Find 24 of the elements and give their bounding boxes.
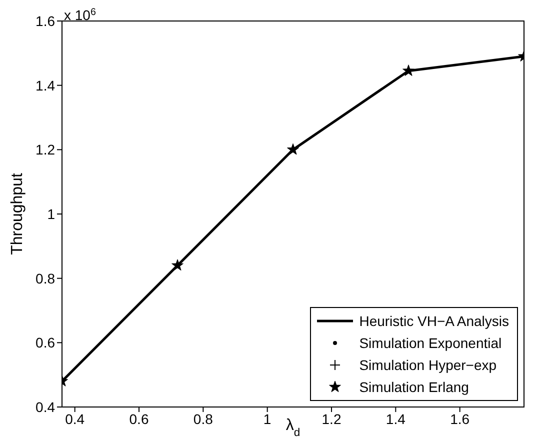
y-tick-label: 1 [47,206,56,222]
y-tick-label: 1.2 [36,142,56,158]
point [287,143,299,155]
y-tick-label: 1.4 [36,77,56,94]
point [402,64,414,76]
y-tick-label: 0.4 [36,398,56,415]
x-tick-label: 1.2 [322,410,342,427]
x-tick-label: 1.4 [386,410,406,427]
y-tick-label: 1.6 [36,12,56,29]
annotation: x 10$^{6}$ [64,6,96,23]
legend-label: Heuristic VH−A Analysis [359,313,509,329]
x-axis-title: λ$_{d}$ [286,417,300,439]
x-tick-label: 0.4 [65,410,85,427]
legend-label: Simulation Hyper−exp [359,357,497,373]
x-tick-label: 1 [263,410,272,427]
y-tick-label: 0.8 [36,270,56,286]
legend-label: Simulation Exponential [359,335,502,351]
x-tick-label: 1.6 [450,410,470,427]
legend-label: Simulation Erlang [359,379,469,395]
y-tick-label: 0.6 [36,334,56,351]
y-axis-title: Throughput [9,172,26,255]
point [172,259,184,271]
x-tick-label: 0.8 [193,410,214,427]
x-tick-label: 0.6 [129,410,149,427]
